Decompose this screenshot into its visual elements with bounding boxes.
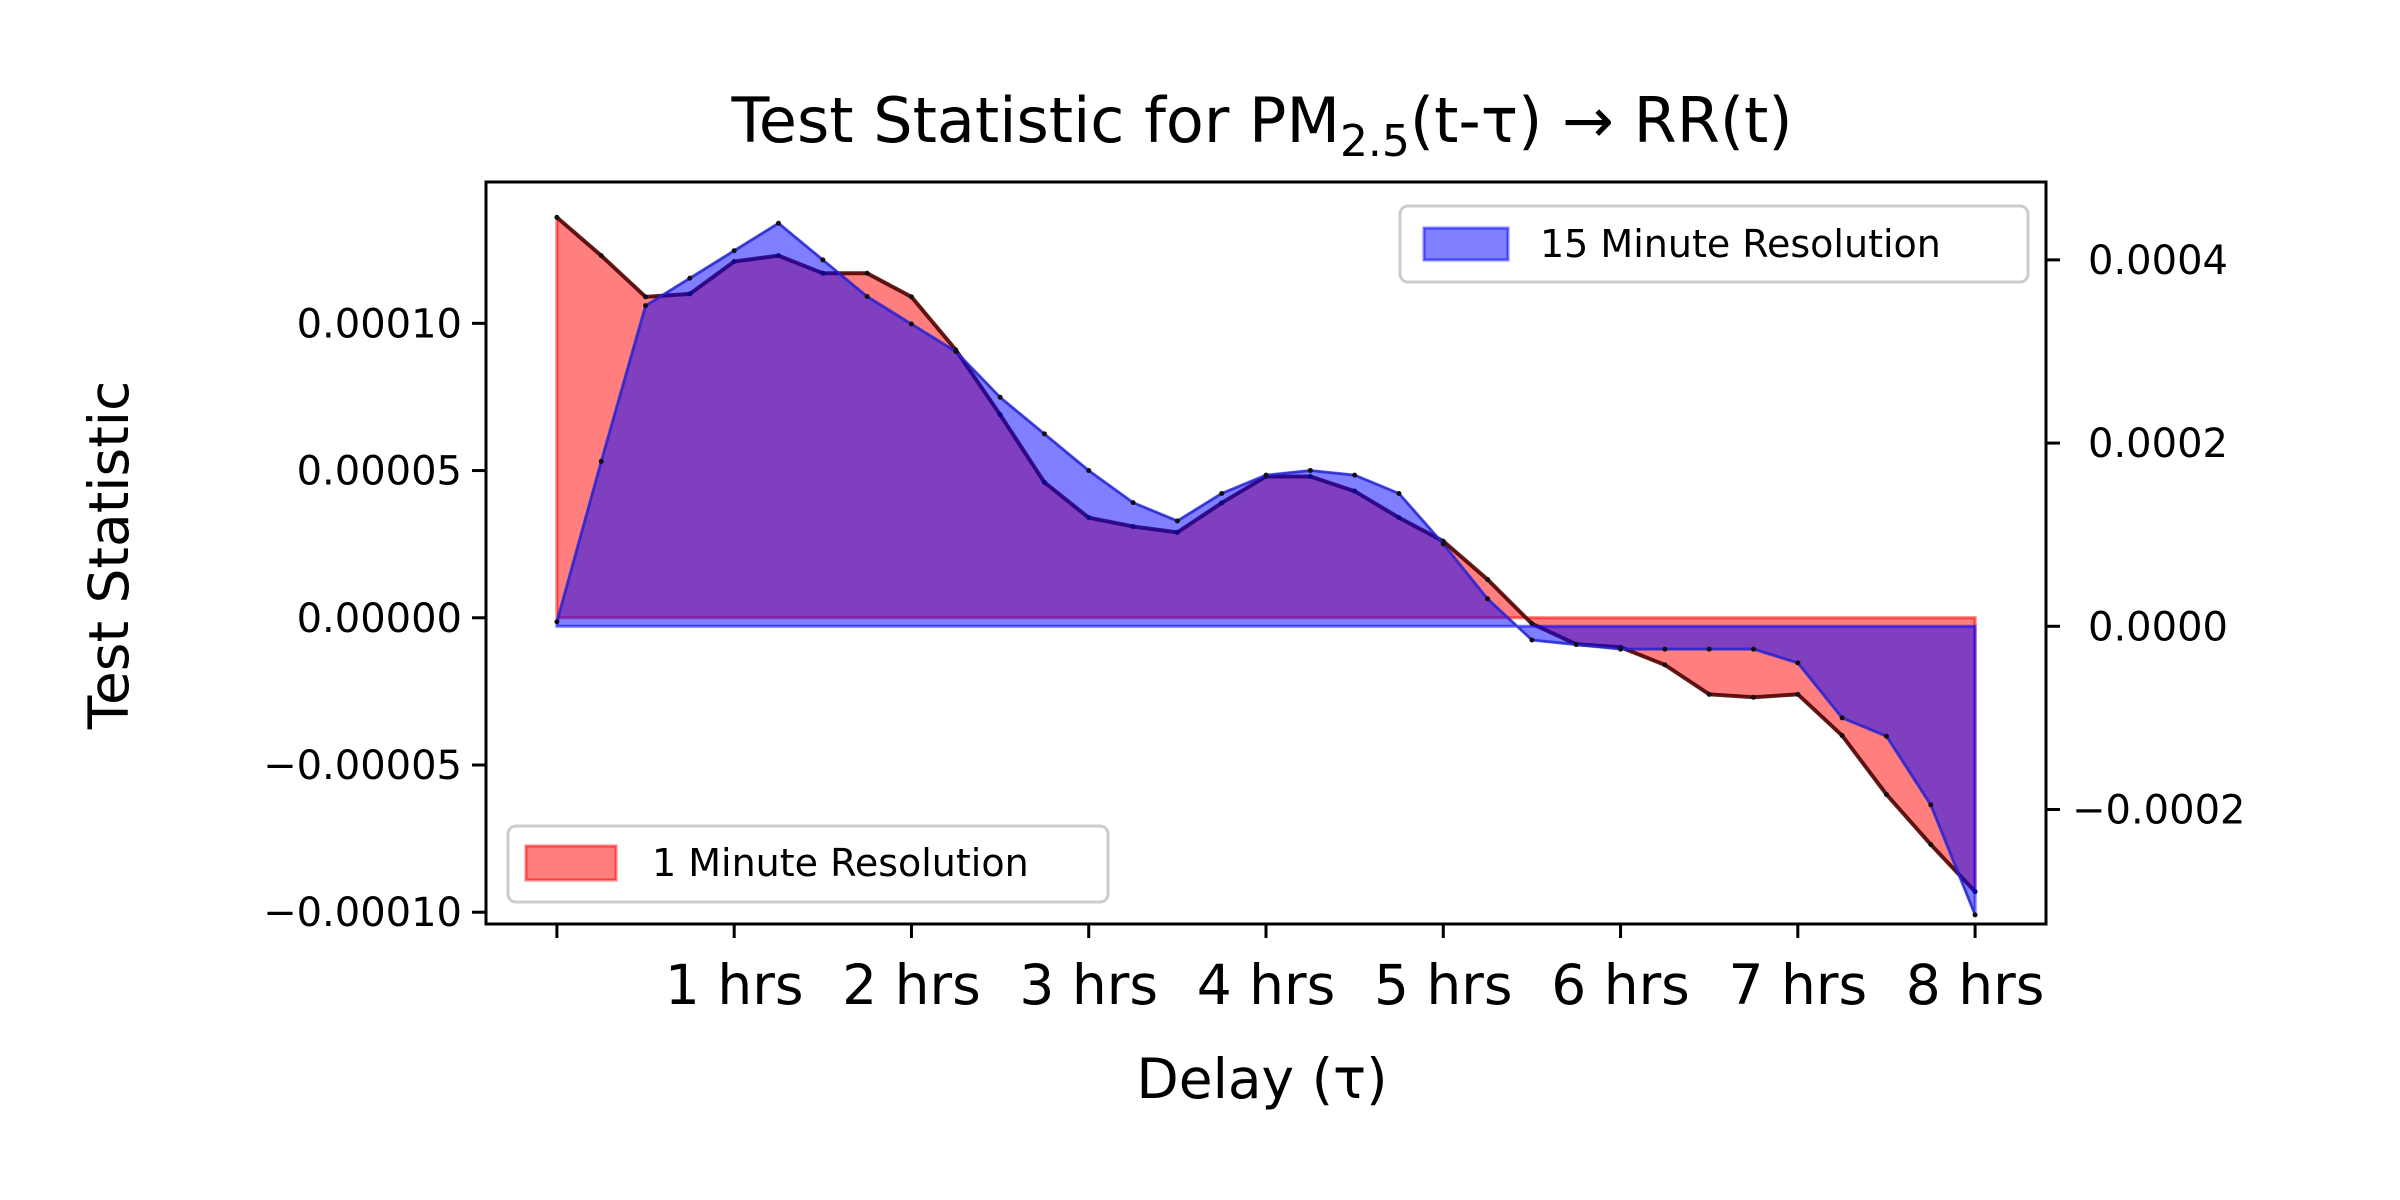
y-right-tick-label: 0.0004 [2088,238,2228,284]
data-point-1-minute [643,294,648,299]
data-point-15-minute [643,303,648,308]
data-point-1-minute [554,215,559,220]
chart-title: Test Statistic for PM2.5(t-τ) → RR(t) [730,84,1792,167]
data-point-1-minute [599,253,604,258]
y-left-tick-label: −0.00010 [263,890,462,936]
data-point-15-minute [1884,734,1889,739]
data-point-15-minute [1574,642,1579,647]
data-point-15-minute [1529,638,1534,643]
legend-15-minute: 15 Minute Resolution [1400,206,2028,282]
data-point-1-minute [1928,842,1933,847]
data-point-1-minute [865,271,870,276]
data-point-15-minute [1264,473,1269,478]
x-tick-label: 1 hrs [665,953,804,1017]
data-point-1-minute [1751,695,1756,700]
data-point-15-minute [820,257,825,262]
data-point-15-minute [1928,802,1933,807]
data-point-15-minute [554,619,559,624]
data-point-1-minute [1485,577,1490,582]
data-point-15-minute [599,459,604,464]
data-point-15-minute [1795,660,1800,665]
data-point-15-minute [953,349,958,354]
x-tick-label: 7 hrs [1729,953,1868,1017]
data-point-15-minute [1707,647,1712,652]
data-point-15-minute [1219,491,1224,496]
data-point-1-minute [1795,692,1800,697]
x-tick-label: 8 hrs [1906,953,2045,1017]
title-subscript: 2.5 [1340,116,1410,167]
x-tick-label: 2 hrs [842,953,981,1017]
y-left-tick-label: 0.00000 [297,596,462,642]
y-left-tick-label: 0.00010 [297,301,462,347]
y-right-tick-label: 0.0000 [2088,604,2228,650]
data-point-15-minute [776,221,781,226]
legend-1-minute-swatch [526,846,616,880]
data-point-15-minute [1352,473,1357,478]
x-tick-label: 5 hrs [1374,953,1513,1017]
data-point-15-minute [1485,596,1490,601]
legend-15-minute-label: 15 Minute Resolution [1540,222,1941,266]
data-point-15-minute [732,248,737,253]
series-area-15-minute [557,223,1975,915]
x-tick-label: 6 hrs [1551,953,1690,1017]
data-point-1-minute [1707,692,1712,697]
data-point-15-minute [1441,541,1446,546]
y-axis-label: Test Statistic [77,381,141,731]
data-point-15-minute [1042,431,1047,436]
data-point-15-minute [687,276,692,281]
data-point-15-minute [865,294,870,299]
x-tick-label: 3 hrs [1019,953,1158,1017]
data-point-15-minute [1618,647,1623,652]
legend-1-minute: 1 Minute Resolution [508,826,1108,902]
data-point-15-minute [909,321,914,326]
data-point-1-minute [909,294,914,299]
x-tick-label: 4 hrs [1197,953,1336,1017]
data-point-15-minute [1751,647,1756,652]
data-point-1-minute [1884,792,1889,797]
legend-15-minute-swatch [1424,228,1508,260]
y-right-tick-label: −0.0002 [2072,787,2245,833]
data-point-15-minute [1175,518,1180,523]
x-axis-ticks: 1 hrs 2 hrs 3 hrs 4 hrs 5 hrs 6 hrs 7 hrs 8 hrs [557,924,2044,1017]
y-left-axis-ticks: 0.00010 0.00005 0.00000 −0.00005 −0.00010 [263,301,486,936]
y-right-tick-label: 0.0002 [2088,421,2228,467]
legend-1-minute-label: 1 Minute Resolution [652,841,1029,885]
data-point-15-minute [1308,468,1313,473]
y-right-axis-ticks: 0.0004 0.0002 0.0000 −0.0002 [2046,238,2245,834]
y-left-tick-label: 0.00005 [297,449,462,495]
data-point-15-minute [1973,912,1978,917]
y-left-tick-label: −0.00005 [263,743,462,789]
data-point-1-minute [1840,733,1845,738]
data-point-15-minute [1662,647,1667,652]
data-point-15-minute [1086,468,1091,473]
data-point-1-minute [1662,662,1667,667]
data-point-15-minute [998,395,1003,400]
data-point-15-minute [1131,500,1136,505]
x-axis-label: Delay (τ) [1136,1047,1387,1111]
data-point-15-minute [1396,491,1401,496]
series-15-minute-group [554,221,1977,918]
title-suffix: (t-τ) → RR(t) [1410,84,1793,157]
data-point-15-minute [1840,715,1845,720]
title-prefix: Test Statistic for PM [730,84,1339,157]
